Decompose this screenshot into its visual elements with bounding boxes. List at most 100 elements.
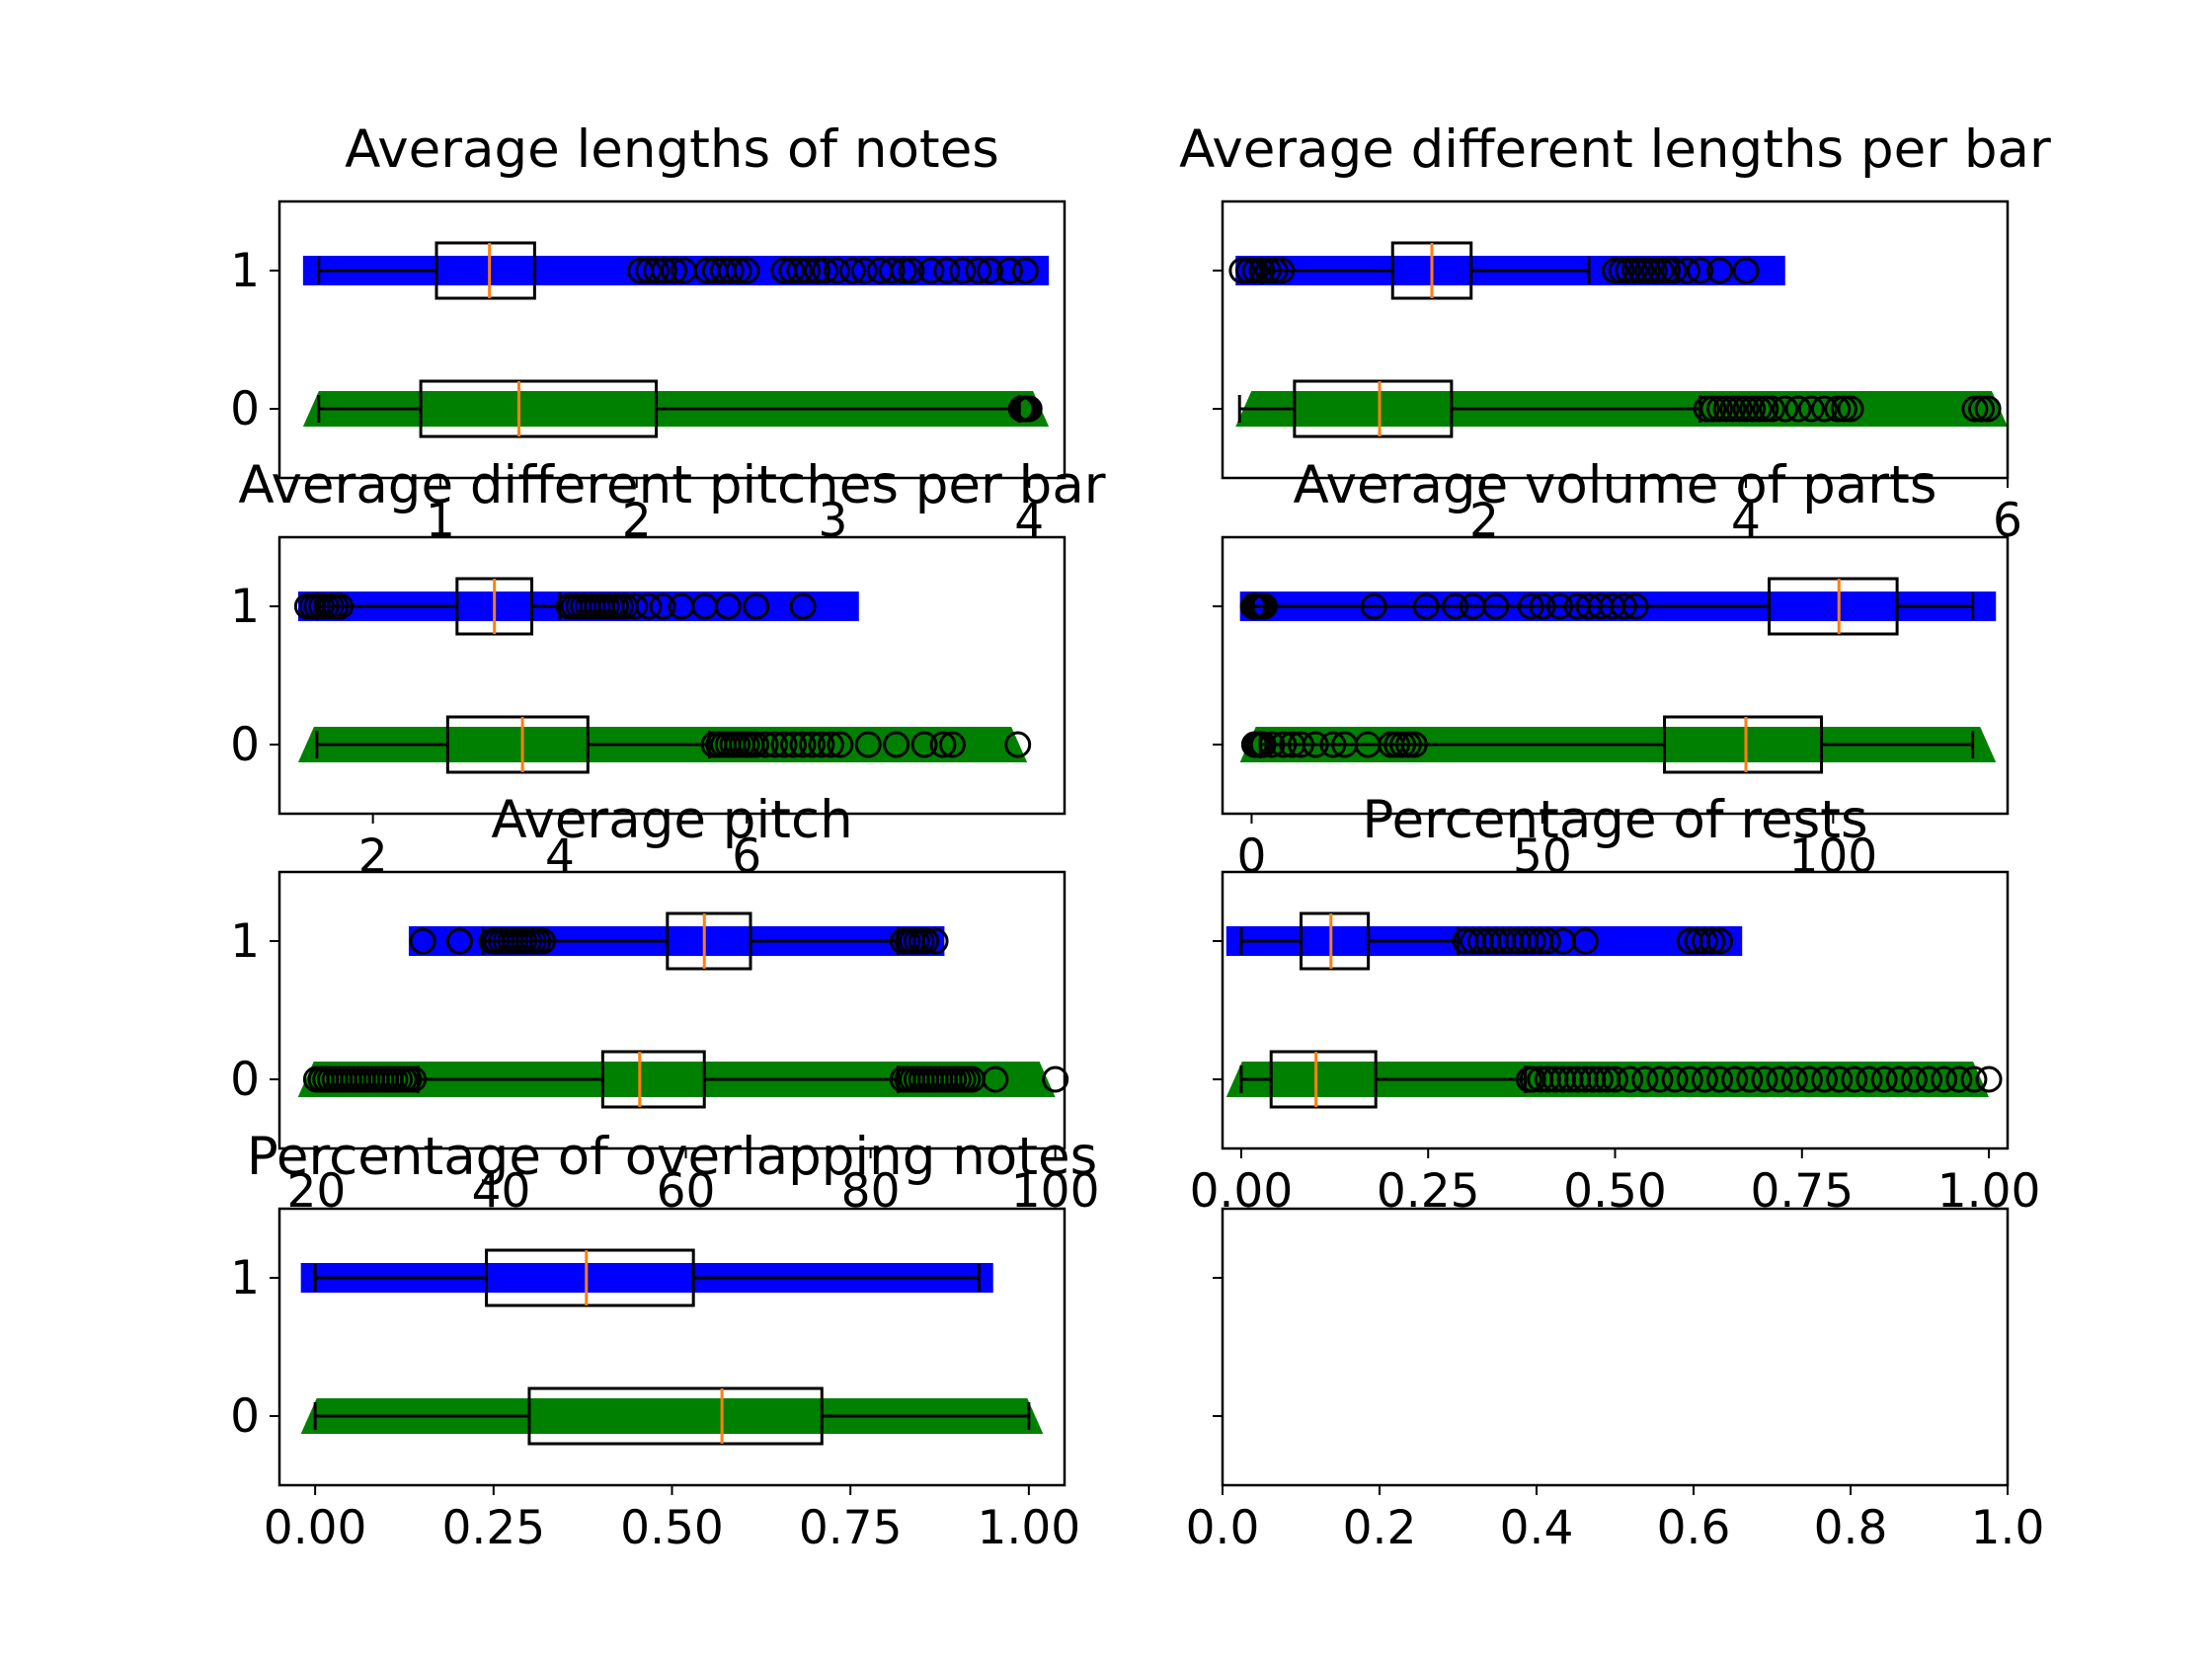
flier [1248, 257, 1276, 284]
flier [717, 257, 745, 284]
flier [1661, 1066, 1689, 1093]
flier [1631, 1066, 1659, 1093]
flier [1870, 1066, 1898, 1093]
flier [635, 592, 663, 620]
flier [1621, 592, 1649, 620]
flier [1620, 257, 1648, 284]
box [666, 911, 752, 971]
x-tick-label: 0.75 [799, 1501, 903, 1555]
flier [1706, 257, 1733, 284]
flier [1795, 1066, 1823, 1093]
flier [1931, 1066, 1958, 1093]
x-tick-label: 50 [1513, 830, 1572, 884]
y-tick-label: 0 [230, 1053, 260, 1107]
series-1 [293, 577, 859, 636]
subplot-title: Average different lengths per bar [1179, 119, 2051, 180]
flier [1571, 927, 1599, 955]
box [445, 715, 590, 774]
flier [1319, 731, 1347, 758]
flier [1615, 257, 1642, 284]
x-tick-label: 0.50 [620, 1501, 724, 1555]
x-tick-label: 3 [819, 494, 848, 548]
flier [789, 731, 817, 758]
y-tick-label: 0 [230, 718, 260, 772]
flier [1916, 1066, 1942, 1093]
flier [890, 257, 917, 284]
box [434, 241, 536, 300]
x-tick-label: 4 [1014, 494, 1044, 548]
flier [1254, 257, 1282, 284]
axes-frame [277, 199, 1066, 480]
series-0 [1225, 1050, 2003, 1109]
y-tick-label: 0 [230, 382, 260, 436]
flier [1739, 395, 1767, 423]
flier [1725, 395, 1753, 423]
flier [1824, 395, 1852, 423]
flier [660, 257, 687, 284]
flier [1442, 592, 1469, 620]
flier [1646, 1066, 1674, 1093]
x-tick-label: 1.0 [1971, 1501, 2045, 1555]
flier [1654, 257, 1681, 284]
subplot-title: Percentage of rests [1362, 790, 1867, 850]
x-tick-label: 0.25 [441, 1501, 545, 1555]
flier [1797, 395, 1825, 423]
flier [1687, 257, 1714, 284]
flier [651, 257, 678, 284]
flier [1610, 592, 1637, 620]
series-1 [1225, 911, 1743, 971]
subplot-3: 0 1 2 4 6 Average different pitches per bar [230, 455, 1106, 884]
flier [1270, 731, 1298, 758]
flier [995, 257, 1023, 284]
box [527, 1386, 824, 1446]
flier [1627, 257, 1655, 284]
points-band [300, 1398, 1044, 1434]
flier [1706, 927, 1733, 955]
x-tick-label: 0.2 [1343, 1501, 1417, 1555]
series-0 [297, 715, 1032, 774]
flier [445, 927, 473, 955]
x-tick-label: 100 [1788, 830, 1877, 884]
flier [808, 731, 835, 758]
flier [327, 592, 355, 620]
flier [883, 731, 910, 758]
y-tick-label: 0 [230, 1389, 260, 1444]
x-tick-label: 0.8 [1814, 1501, 1888, 1555]
x-tick-label: 0.4 [1500, 1501, 1574, 1555]
subplot-4: 0 50 100 Average volume of parts [1213, 455, 2010, 884]
flier [1837, 395, 1864, 423]
flier [1975, 1066, 2003, 1093]
subplot-7: 0 1 0.00 0.25 0.50 0.75 1.00 Percentage of over… [230, 1127, 1097, 1555]
flier [804, 257, 831, 284]
series-0 [1235, 379, 2008, 438]
box [419, 379, 659, 438]
flier [1261, 257, 1289, 284]
x-tick-label: 1 [426, 494, 455, 548]
subplot-title: Percentage of overlapping notes [247, 1127, 1097, 1187]
y-tick-label: 1 [230, 244, 260, 298]
flier [409, 927, 436, 955]
flier [643, 257, 671, 284]
subplot-title: Average pitch [491, 790, 852, 850]
series-1 [302, 241, 1050, 300]
flier [649, 592, 676, 620]
flier [1745, 395, 1773, 423]
flier [1546, 592, 1574, 620]
box [1293, 379, 1454, 438]
flier [1412, 592, 1440, 620]
box [1768, 577, 1899, 636]
flier [770, 731, 798, 758]
flier [1042, 1066, 1069, 1093]
flier [743, 731, 770, 758]
series-1 [1239, 577, 1997, 636]
axes-frame [1221, 535, 2010, 816]
flier [1766, 1066, 1793, 1093]
x-tick-label: 0.6 [1657, 1501, 1731, 1555]
flier [878, 257, 906, 284]
flier [1721, 1066, 1749, 1093]
flier [743, 592, 770, 620]
flier [1736, 1066, 1764, 1093]
flier [838, 257, 866, 284]
flier [1529, 592, 1556, 620]
